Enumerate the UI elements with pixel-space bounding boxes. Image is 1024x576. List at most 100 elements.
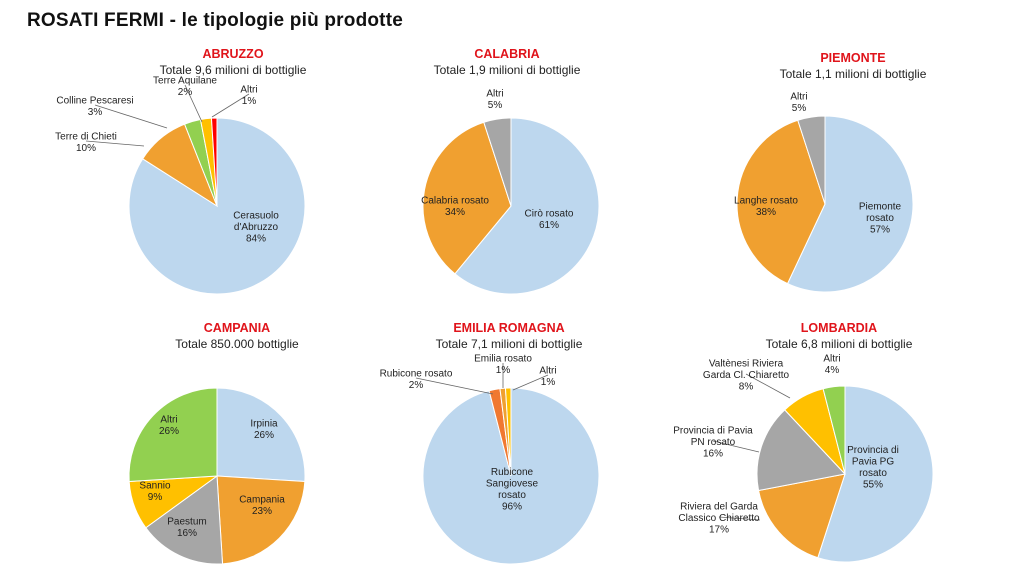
slice-label: Terre di Chieti: [55, 131, 117, 142]
slice-percent: 57%: [870, 225, 890, 236]
pie-chart-1: CALABRIA Totale 1,9 milioni di bottiglie C…: [421, 47, 600, 295]
slice-percent: 16%: [177, 528, 197, 539]
slice-label: Piemonte: [859, 202, 902, 213]
pie-slice: [128, 387, 218, 483]
leader-line: [211, 93, 250, 118]
slice-label: Colline Pescaresi: [56, 95, 133, 106]
pie-slice: [757, 473, 846, 559]
slice-label: rosato: [866, 213, 894, 224]
slice-percent: 5%: [792, 103, 807, 114]
pie-slice: [817, 385, 934, 563]
slice-label: Altri: [160, 414, 177, 425]
slice-percent: 4%: [825, 365, 840, 376]
slice-label: PN rosato: [691, 437, 736, 448]
chart-title: LOMBARDIA: [801, 321, 877, 335]
slice-label: Irpinia: [250, 418, 278, 429]
slice-label: Garda Cl. Chiaretto: [703, 370, 790, 381]
leader-line: [94, 104, 168, 129]
pie-slice: [736, 119, 826, 285]
slice-percent: 8%: [739, 382, 754, 393]
slice-label: Riviera del Garda: [680, 502, 758, 513]
slice-percent: 2%: [178, 87, 193, 98]
slice-percent: 9%: [148, 492, 163, 503]
chart-subtitle: Totale 6,8 milioni di bottiglie: [766, 337, 913, 351]
leader-line: [184, 84, 203, 123]
pie-chart-5: LOMBARDIA Totale 6,8 milioni di bottiglie…: [673, 321, 934, 563]
slice-label: Valtènesi Riviera: [709, 359, 784, 370]
chart-title: CAMPANIA: [204, 321, 270, 335]
pie-slice: [756, 409, 846, 492]
slice-percent: 2%: [409, 380, 424, 391]
slice-label: Altri: [790, 91, 807, 102]
slice-label: Pavia PG: [852, 456, 894, 467]
slice-label: Terre Aquilane: [153, 75, 217, 86]
slice-percent: 1%: [242, 96, 257, 107]
slice-label: Altri: [486, 88, 503, 99]
pie-slice: [504, 387, 512, 477]
chart-subtitle: Totale 1,1 milioni di bottiglie: [780, 67, 927, 81]
slice-label: Altri: [539, 365, 556, 376]
slice-percent: 3%: [88, 107, 103, 118]
chart-title: EMILIA ROMAGNA: [453, 321, 564, 335]
slice-label: rosato: [859, 468, 887, 479]
slice-percent: 16%: [703, 449, 723, 460]
slice-percent: 1%: [496, 365, 511, 376]
chart-subtitle: Totale 1,9 milioni di bottiglie: [434, 63, 581, 77]
chart-subtitle: Totale 7,1 milioni di bottiglie: [436, 337, 583, 351]
slice-label: d'Abruzzo: [234, 222, 279, 233]
slice-label: Langhe rosato: [734, 195, 798, 206]
chart-title: CALABRIA: [474, 47, 539, 61]
slice-label: Rubicone: [491, 467, 534, 478]
slice-label: Calabria rosato: [421, 195, 489, 206]
slice-percent: 17%: [709, 525, 729, 536]
slice-label: Classico Chiaretto: [678, 513, 760, 524]
chart-title: ABRUZZO: [202, 47, 263, 61]
pie-chart-0: ABRUZZO Totale 9,6 milioni di bottiglie Ce…: [55, 47, 307, 295]
pie-slice: [483, 117, 512, 207]
pie-slice: [422, 121, 512, 275]
slice-label: Provincia di Pavia: [673, 426, 753, 437]
slice-percent: 61%: [539, 220, 559, 231]
slice-label: Altri: [823, 353, 840, 364]
slice-label: Cirò rosato: [525, 208, 574, 219]
pie-slice: [216, 475, 306, 565]
chart-subtitle: Totale 850.000 bottiglie: [175, 337, 299, 351]
pie-chart-4: EMILIA ROMAGNA Totale 7,1 milioni di bott…: [380, 321, 600, 565]
slice-percent: 55%: [863, 479, 883, 490]
slice-percent: 5%: [488, 100, 503, 111]
slice-label: Campania: [239, 494, 285, 505]
slice-label: Rubicone rosato: [380, 368, 453, 379]
slice-percent: 34%: [445, 207, 465, 218]
slice-label: Altri: [240, 84, 257, 95]
slice-percent: 96%: [502, 501, 522, 512]
slice-percent: 1%: [541, 377, 556, 388]
slice-percent: 84%: [246, 234, 266, 245]
pie-slice: [145, 475, 224, 565]
slice-label: Cerasuolo: [233, 211, 279, 222]
pie-chart-2: PIEMONTE Totale 1,1 milioni di bottiglie P…: [734, 51, 927, 293]
slice-label: Sannio: [139, 480, 171, 491]
pie-slice: [216, 387, 306, 483]
leader-line: [745, 373, 791, 399]
leader-line: [85, 140, 145, 147]
leader-line: [415, 377, 494, 395]
slice-label: rosato: [498, 490, 526, 501]
chart-subtitle: Totale 9,6 milioni di bottiglie: [160, 63, 307, 77]
slice-percent: 26%: [254, 430, 274, 441]
pie-slice: [210, 117, 218, 207]
slice-label: Provincia di: [847, 445, 899, 456]
slice-label: Sangiovese: [486, 478, 539, 489]
chart-title: PIEMONTE: [820, 51, 885, 65]
leader-line: [712, 440, 760, 453]
page-title: ROSATI FERMI - le tipologie più prodotte: [27, 10, 404, 31]
leader-line: [718, 516, 761, 521]
slice-percent: 10%: [76, 143, 96, 154]
pie-slice: [822, 385, 846, 475]
leader-line: [512, 374, 549, 391]
slice-label: Paestum: [167, 516, 206, 527]
slice-percent: 23%: [252, 506, 272, 517]
pie-slice: [454, 117, 600, 295]
slice-percent: 38%: [756, 207, 776, 218]
